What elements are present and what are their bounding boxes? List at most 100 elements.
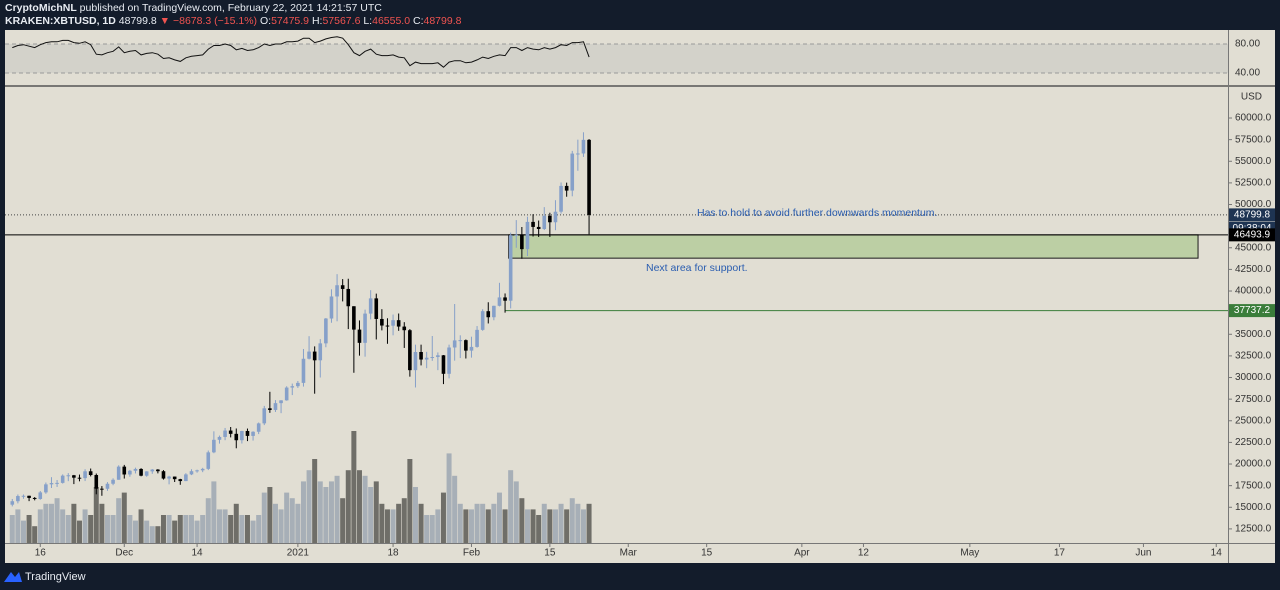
candle-body [559, 185, 563, 212]
candle-body [206, 452, 211, 469]
candle-body [346, 288, 351, 307]
candle-body [312, 351, 317, 361]
volume-bar [390, 509, 396, 543]
candle-body [100, 488, 104, 490]
volume-bar [228, 515, 234, 543]
candle-body [301, 358, 306, 383]
volume-bar [418, 503, 424, 543]
volume-bar [519, 498, 525, 543]
volume-bar [384, 509, 390, 543]
volume-bar [536, 515, 542, 543]
candle-body [536, 226, 541, 229]
axes: 12500.0 15000.0 17500.0 20000.0 22500.0 25000… [35, 39, 1275, 559]
volume-bar [295, 503, 301, 543]
volume-bar [15, 509, 21, 543]
x-tick-label: 16 [35, 548, 47, 559]
last-price-label: 48799.8 [1234, 210, 1271, 221]
candle-body [256, 423, 261, 432]
candle-body [178, 479, 183, 482]
candle-body [10, 501, 15, 505]
volume-bar [82, 509, 88, 543]
candle-body [49, 483, 54, 485]
candle-body [290, 386, 295, 388]
y-tick-label: 20000.0 [1235, 459, 1272, 470]
volume-bar [261, 492, 267, 543]
y-tick-label: 52500.0 [1235, 178, 1272, 189]
volume-bar [284, 492, 290, 543]
volume-bar [289, 498, 295, 543]
candle-body [548, 215, 552, 223]
volume-bar [177, 515, 183, 543]
candle-body [94, 475, 99, 489]
candle-body [60, 475, 65, 483]
x-tick-label: Feb [463, 548, 481, 559]
symbol-line: KRAKEN:XBTUSD, 1D 48799.8 ▼ −8678.3 (−15… [5, 15, 462, 27]
candle-body [340, 285, 345, 289]
candle-body [184, 474, 188, 482]
volume-bar [401, 498, 407, 543]
volume-bar [200, 515, 206, 543]
volume-bar [306, 470, 312, 543]
volume-bar [530, 509, 536, 543]
candle-body [268, 408, 272, 410]
x-tick-label: 15 [701, 548, 713, 559]
volume-bar [250, 520, 256, 543]
volume-bar [26, 515, 32, 543]
candle-body [564, 185, 569, 191]
candle-body [520, 234, 524, 250]
volume-bar [188, 515, 194, 543]
candle-body [492, 305, 496, 318]
candle-body [88, 471, 93, 476]
author: CryptoMichNL [5, 2, 77, 14]
volume-bar [312, 459, 318, 543]
volume-bar [43, 503, 49, 543]
candle-body [284, 387, 289, 401]
candle-body [55, 482, 59, 484]
candle-body [223, 430, 227, 437]
x-tick-label: 12 [858, 548, 870, 559]
volume-bar [407, 459, 413, 543]
candle-body [212, 439, 216, 453]
y-tick-label: 17500.0 [1235, 480, 1272, 491]
chart-background [5, 30, 1275, 563]
y-tick-label: 57500.0 [1235, 134, 1272, 145]
volume-bar [541, 503, 547, 543]
candle-body [156, 469, 160, 472]
brand-logo [4, 572, 22, 582]
volume-bar [116, 498, 122, 543]
candle-body [144, 471, 149, 476]
candle-body [329, 296, 334, 319]
x-tick-label: 18 [388, 548, 400, 559]
volume-bar [446, 453, 452, 543]
volume-bar [222, 509, 228, 543]
volume-bar [508, 470, 514, 543]
candle-body [111, 479, 115, 484]
volume-bar [575, 503, 581, 543]
axis-label: USD [1241, 92, 1262, 103]
x-tick-label: Dec [115, 548, 133, 559]
ohlc-value: 57567.6 [322, 15, 360, 27]
volume-bar [396, 503, 402, 543]
candle-body [240, 430, 244, 441]
last: 48799.8 [119, 15, 157, 27]
candle-body [430, 357, 435, 359]
candle-body [279, 400, 283, 404]
candle-body [441, 355, 446, 374]
candle-body [486, 311, 491, 318]
candle-body [122, 466, 127, 475]
candle-body [234, 433, 239, 441]
y-tick-label: 60000.0 [1235, 113, 1272, 124]
volume-bar [110, 515, 116, 543]
volume-bar [216, 509, 222, 543]
candle-body [385, 325, 390, 327]
candle-body [262, 408, 267, 424]
volume-bar [93, 487, 99, 543]
candle-body [335, 285, 339, 297]
support-label-box [1229, 228, 1275, 242]
volume-bar [244, 515, 250, 543]
published: published on TradingView.com, February 2… [80, 2, 383, 14]
y-tick-label: 45000.0 [1235, 242, 1272, 253]
volume-bar [474, 503, 480, 543]
volume-bar [345, 470, 351, 543]
ohlc-value: 48799.8 [424, 15, 462, 27]
